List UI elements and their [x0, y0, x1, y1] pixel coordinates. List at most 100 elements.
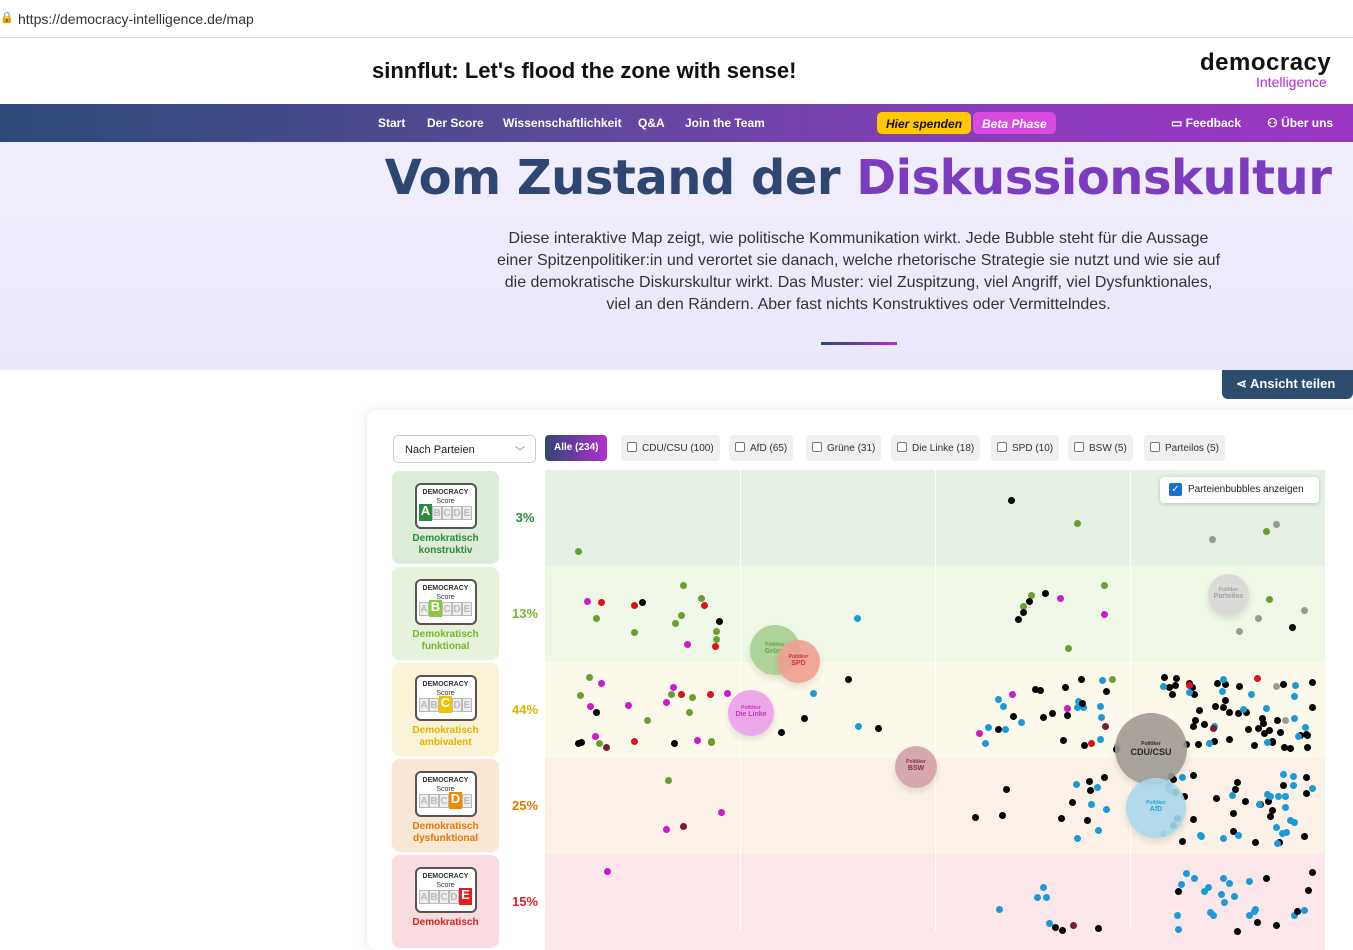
- statement-dot[interactable]: [1061, 683, 1069, 691]
- statement-dot[interactable]: [1064, 644, 1072, 652]
- statement-dot[interactable]: [667, 690, 675, 698]
- address-bar[interactable]: 🔒 https://democracy-intelligence.de/map: [0, 0, 1353, 38]
- statement-dot[interactable]: [1263, 738, 1271, 746]
- statement-dot[interactable]: [1186, 682, 1194, 690]
- party-bubbles-toggle[interactable]: ✓ Parteienbubbles anzeigen: [1160, 477, 1319, 503]
- statement-dot[interactable]: [1165, 683, 1173, 691]
- statement-dot[interactable]: [631, 738, 639, 746]
- statement-dot[interactable]: [1219, 703, 1227, 711]
- statement-dot[interactable]: [1280, 782, 1288, 790]
- statement-dot[interactable]: [801, 714, 809, 722]
- statement-dot[interactable]: [663, 825, 671, 833]
- statement-dot[interactable]: [583, 597, 591, 605]
- statement-dot[interactable]: [1073, 704, 1081, 712]
- statement-dot[interactable]: [1002, 726, 1010, 734]
- statement-dot[interactable]: [1262, 527, 1270, 535]
- share-view-button[interactable]: ⋖ Ansicht teilen: [1222, 370, 1353, 399]
- beta-badge[interactable]: Beta Phase: [973, 112, 1056, 134]
- statement-dot[interactable]: [1309, 679, 1317, 687]
- statement-dot[interactable]: [1286, 745, 1294, 753]
- statement-dot[interactable]: [1201, 887, 1209, 895]
- statement-dot[interactable]: [586, 703, 594, 711]
- statement-dot[interactable]: [1173, 911, 1181, 919]
- statement-dot[interactable]: [1002, 786, 1010, 794]
- statement-dot[interactable]: [1305, 886, 1313, 894]
- statement-dot[interactable]: [1243, 708, 1251, 716]
- statement-dot[interactable]: [1273, 824, 1281, 832]
- party-bubble[interactable]: Politiker BSW: [895, 746, 937, 788]
- statement-dot[interactable]: [1212, 703, 1220, 711]
- statement-dot[interactable]: [1033, 893, 1041, 901]
- statement-dot[interactable]: [1083, 817, 1091, 825]
- statement-dot[interactable]: [1196, 706, 1204, 714]
- statement-dot[interactable]: [1225, 735, 1233, 743]
- donate-button[interactable]: Hier spenden: [877, 112, 972, 134]
- statement-dot[interactable]: [1102, 806, 1110, 814]
- statement-dot[interactable]: [1282, 828, 1290, 836]
- statement-dot[interactable]: [1093, 783, 1101, 791]
- statement-dot[interactable]: [971, 814, 979, 822]
- statement-dot[interactable]: [1042, 589, 1050, 597]
- statement-dot[interactable]: [1291, 912, 1299, 920]
- filter-chip[interactable]: AfD (65): [729, 435, 794, 461]
- statement-dot[interactable]: [1219, 687, 1227, 695]
- filter-chip[interactable]: CDU/CSU (100): [621, 435, 720, 461]
- statement-dot[interactable]: [995, 726, 1003, 734]
- statement-dot[interactable]: [996, 906, 1004, 914]
- statement-dot[interactable]: [1219, 875, 1227, 883]
- statement-dot[interactable]: [1209, 725, 1217, 733]
- statement-dot[interactable]: [1008, 690, 1016, 698]
- statement-dot[interactable]: [976, 729, 984, 737]
- statement-dot[interactable]: [591, 732, 599, 740]
- statement-dot[interactable]: [1063, 704, 1071, 712]
- statement-dot[interactable]: [1045, 920, 1053, 928]
- statement-dot[interactable]: [1289, 623, 1297, 631]
- statement-dot[interactable]: [576, 691, 584, 699]
- statement-dot[interactable]: [1079, 704, 1087, 712]
- statement-dot[interactable]: [1241, 797, 1249, 805]
- statement-dot[interactable]: [1222, 696, 1229, 704]
- statement-dot[interactable]: [1309, 868, 1317, 876]
- statement-dot[interactable]: [1266, 727, 1274, 735]
- statement-dot[interactable]: [575, 548, 582, 556]
- statement-dot[interactable]: [1183, 869, 1191, 877]
- statement-dot[interactable]: [1245, 877, 1253, 885]
- statement-dot[interactable]: [1206, 740, 1214, 748]
- statement-dot[interactable]: [1303, 730, 1311, 738]
- statement-dot[interactable]: [1282, 792, 1290, 800]
- statement-dot[interactable]: [678, 691, 686, 699]
- statement-dot[interactable]: [994, 696, 1002, 704]
- statement-dot[interactable]: [1281, 716, 1289, 724]
- statement-dot[interactable]: [1191, 717, 1199, 725]
- statement-dot[interactable]: [1262, 705, 1270, 713]
- statement-dot[interactable]: [1039, 883, 1047, 891]
- statement-dot[interactable]: [1189, 772, 1197, 780]
- statement-dot[interactable]: [1086, 787, 1094, 795]
- nav-join[interactable]: Join the Team: [685, 116, 765, 130]
- statement-dot[interactable]: [1064, 711, 1072, 719]
- statement-dot[interactable]: [1273, 521, 1281, 529]
- statement-dot[interactable]: [1169, 775, 1177, 783]
- statement-dot[interactable]: [875, 725, 883, 733]
- statement-dot[interactable]: [689, 693, 697, 701]
- statement-dot[interactable]: [1100, 610, 1108, 618]
- statement-dot[interactable]: [1259, 719, 1267, 727]
- statement-dot[interactable]: [1059, 736, 1067, 744]
- statement-dot[interactable]: [1303, 789, 1311, 797]
- statement-dot[interactable]: [1074, 520, 1082, 528]
- nav-start[interactable]: Start: [378, 116, 406, 130]
- statement-dot[interactable]: [1080, 742, 1088, 750]
- statement-dot[interactable]: [597, 599, 605, 607]
- statement-dot[interactable]: [1072, 781, 1080, 789]
- statement-dot[interactable]: [1259, 715, 1267, 723]
- statement-dot[interactable]: [1025, 598, 1033, 606]
- filter-chip[interactable]: Alle (234): [545, 435, 608, 461]
- statement-dot[interactable]: [686, 709, 694, 717]
- statement-dot[interactable]: [1236, 682, 1244, 690]
- statement-dot[interactable]: [1017, 718, 1025, 726]
- statement-dot[interactable]: [1032, 685, 1039, 693]
- logo[interactable]: democracy Intelligence: [1200, 51, 1331, 90]
- statement-dot[interactable]: [1077, 675, 1085, 683]
- statement-dot[interactable]: [1218, 891, 1226, 898]
- statement-dot[interactable]: [1220, 898, 1228, 906]
